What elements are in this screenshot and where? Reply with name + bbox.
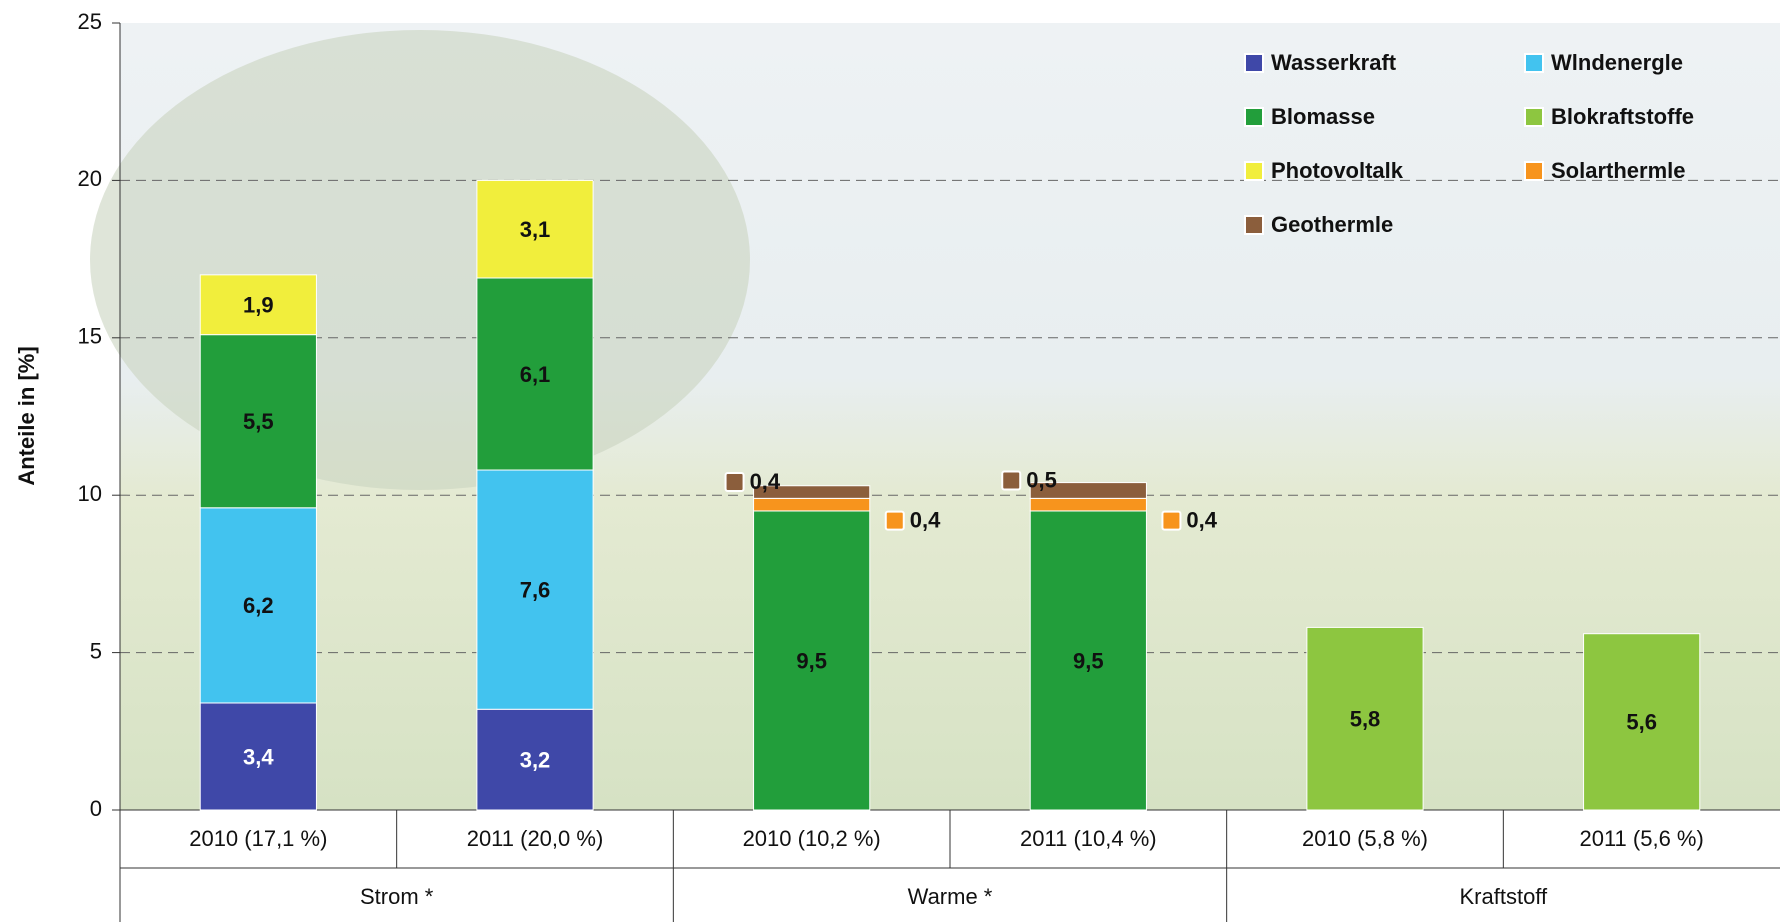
group-label: Kraftstoff [1460, 884, 1549, 909]
value-label: 1,9 [243, 293, 274, 318]
bar-segment [1029, 510, 1147, 811]
value-label: 0,5 [1026, 467, 1057, 492]
x-tick-label: 2010 (10,2 %) [743, 826, 881, 851]
y-tick-label: 15 [78, 324, 102, 349]
label-marker [724, 472, 745, 493]
label-marker [884, 510, 905, 531]
bar-segment [476, 708, 594, 811]
value-label: 0,4 [750, 469, 781, 494]
bar-segment [1029, 482, 1147, 499]
value-label: 5,8 [1350, 707, 1381, 732]
x-tick-label: 2011 (10,4 %) [1020, 826, 1157, 851]
value-label: 3,1 [520, 217, 551, 242]
value-label: 6,2 [243, 593, 274, 618]
legend-label: Wlndenergle [1551, 50, 1683, 75]
x-tick-label: 2011 (5,6 %) [1579, 826, 1703, 851]
y-tick-label: 10 [78, 481, 102, 506]
x-tick-label: 2011 (20,0 %) [467, 826, 604, 851]
value-label: 9,5 [796, 648, 827, 673]
y-tick-label: 20 [78, 166, 102, 191]
legend-swatch [1524, 107, 1544, 127]
value-label: 6,1 [520, 362, 551, 387]
value-label: 0,4 [1186, 507, 1217, 532]
legend-label: Photovoltalk [1271, 158, 1404, 183]
bar-segment [753, 485, 871, 499]
bar-segment [199, 702, 317, 811]
x-tick-label: 2010 (5,8 %) [1302, 826, 1428, 851]
label-marker [1161, 510, 1182, 531]
y-tick-label: 25 [78, 9, 102, 34]
y-tick-label: 5 [90, 638, 102, 663]
value-label: 5,5 [243, 409, 274, 434]
value-label: 9,5 [1073, 648, 1104, 673]
group-label: Warme * [908, 884, 993, 909]
legend-label: Solarthermle [1551, 158, 1686, 183]
bar-segment [476, 277, 594, 471]
legend-swatch [1244, 53, 1264, 73]
legend-label: Wasserkraft [1271, 50, 1397, 75]
legend-swatch [1244, 215, 1264, 235]
bar-segment [1583, 633, 1701, 811]
bar-segment [1029, 497, 1147, 512]
legend-label: Blokraftstoffe [1551, 104, 1694, 129]
legend-swatch [1524, 161, 1544, 181]
bar-segment [753, 497, 871, 512]
bar-segment [1306, 626, 1424, 811]
value-label: 5,6 [1626, 710, 1657, 735]
legend-swatch [1524, 53, 1544, 73]
value-label: 3,4 [243, 744, 274, 769]
label-marker [1001, 470, 1022, 491]
bar-segment [199, 274, 317, 336]
value-label: 7,6 [520, 577, 551, 602]
bar-segment [199, 507, 317, 704]
y-axis-label: Anteile in [%] [14, 346, 39, 485]
bar-segment [753, 510, 871, 811]
legend-swatch [1244, 107, 1264, 127]
value-label: 0,4 [910, 507, 941, 532]
legend-swatch [1244, 161, 1264, 181]
value-label: 3,2 [520, 747, 551, 772]
x-tick-label: 2010 (17,1 %) [189, 826, 327, 851]
legend-label: Blomasse [1271, 104, 1375, 129]
group-label: Strom * [360, 884, 434, 909]
bar-segment [476, 469, 594, 710]
bar-segment [476, 179, 594, 279]
background-tree [90, 30, 750, 490]
legend-label: Geothermle [1271, 212, 1393, 237]
bar-segment [199, 334, 317, 509]
y-tick-label: 0 [90, 796, 102, 821]
